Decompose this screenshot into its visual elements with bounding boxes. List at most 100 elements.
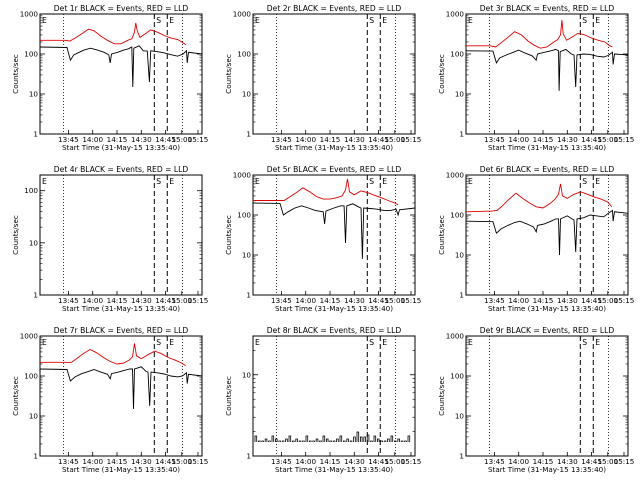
x-axis-label: Start Time (31-May-15 13:35:40) — [488, 465, 606, 474]
x-tick-label: 13:45 — [484, 135, 505, 144]
x-tick-label: 15:15 — [614, 296, 635, 305]
y-axis-label: Counts/sec — [224, 54, 233, 94]
lld-series-line — [40, 343, 187, 367]
x-tick-label: 14:30 — [131, 296, 152, 305]
plot-frame — [39, 13, 203, 135]
y-tick-label: 1 — [459, 452, 464, 461]
y-tick-label: 10 — [29, 90, 39, 99]
x-tick-label: 14:30 — [344, 457, 365, 466]
x-tick-label: 14:00 — [508, 135, 529, 144]
events-series-line — [39, 45, 203, 88]
x-tick-label: 14:30 — [344, 135, 365, 144]
x-tick-label: 14:45 — [581, 296, 602, 305]
x-tick-label: 14:00 — [295, 135, 316, 144]
y-tick-label: 10 — [242, 251, 252, 260]
x-tick-label: 13:45 — [58, 457, 79, 466]
x-tick-label: 15:15 — [188, 296, 209, 305]
x-axis-label: Start Time (31-May-15 13:35:40) — [488, 143, 606, 152]
x-tick-label: 14:45 — [581, 135, 602, 144]
y-tick-label: 1 — [246, 452, 251, 461]
x-tick-label: 14:15 — [320, 457, 341, 466]
x-tick-label: 14:15 — [320, 135, 341, 144]
x-tick-label: 14:45 — [155, 296, 176, 305]
x-tick-label: 15:00 — [171, 296, 192, 305]
x-tick-label: 14:15 — [533, 135, 554, 144]
events-series-line — [252, 202, 416, 259]
x-axis-label: Start Time (31-May-15 13:35:40) — [62, 304, 180, 313]
y-tick-label: 100 — [237, 211, 251, 220]
marker-label-e: E — [169, 16, 174, 25]
panel-title: Det 8r BLACK = Events, RED = LLD — [267, 326, 402, 335]
lld-series-line — [465, 183, 613, 213]
x-tick-label: 14:15 — [107, 135, 128, 144]
marker-label-e-start: E — [255, 16, 260, 25]
y-tick-label: 100 — [450, 372, 464, 381]
x-tick-label: 14:00 — [82, 296, 103, 305]
x-tick-label: 15:15 — [188, 135, 209, 144]
marker-label-e: E — [382, 338, 387, 347]
detector-panel-9: Det 9r BLACK = Events, RED = LLD 1 10 100 10… — [437, 326, 634, 474]
y-tick-label: 1000 — [233, 10, 252, 19]
panel-title: Det 2r BLACK = Events, RED = LLD — [267, 4, 402, 13]
marker-label-e-start: E — [42, 16, 47, 25]
x-tick-label: 13:45 — [484, 457, 505, 466]
events-series-line — [465, 209, 629, 256]
x-tick-label: 13:45 — [58, 135, 79, 144]
panel-title: Det 5r BLACK = Events, RED = LLD — [267, 165, 402, 174]
x-tick-label: 13:45 — [271, 296, 292, 305]
marker-label-s: S — [156, 338, 161, 347]
x-tick-label: 14:30 — [131, 135, 152, 144]
y-tick-label: 1 — [459, 291, 464, 300]
marker-label-e-start: E — [42, 177, 47, 186]
panel-title: Det 3r BLACK = Events, RED = LLD — [480, 4, 615, 13]
y-tick-label: 10 — [242, 90, 252, 99]
x-axis-label: Start Time (31-May-15 13:35:40) — [62, 465, 180, 474]
y-axis-label: Counts/sec — [224, 376, 233, 416]
y-tick-label: 1 — [246, 130, 251, 139]
x-tick-label: 15:00 — [384, 135, 405, 144]
x-tick-label: 14:30 — [557, 457, 578, 466]
x-tick-label: 14:15 — [107, 457, 128, 466]
x-tick-label: 14:45 — [581, 457, 602, 466]
detector-panel-4: Det 4r BLACK = Events, RED = LLD 1 10 100 Co… — [11, 165, 208, 313]
marker-label-s: S — [369, 338, 374, 347]
x-tick-label: 14:00 — [295, 457, 316, 466]
panel-title: Det 1r BLACK = Events, RED = LLD — [54, 4, 189, 13]
x-tick-label: 13:45 — [484, 296, 505, 305]
x-tick-label: 14:30 — [557, 135, 578, 144]
y-tick-label: 100 — [237, 50, 251, 59]
x-tick-label: 15:00 — [171, 135, 192, 144]
marker-label-e: E — [595, 338, 600, 347]
detector-panel-7: Det 7r BLACK = Events, RED = LLD 1 10 100 10… — [11, 326, 208, 474]
marker-label-e-start: E — [468, 177, 473, 186]
lld-series-line — [253, 178, 399, 206]
plot-frame — [252, 13, 416, 135]
x-tick-label: 15:15 — [401, 457, 422, 466]
x-tick-label: 15:00 — [171, 457, 192, 466]
marker-label-e: E — [382, 16, 387, 25]
y-tick-label: 1000 — [446, 332, 465, 341]
x-tick-label: 14:45 — [155, 135, 176, 144]
x-tick-label: 15:00 — [597, 135, 618, 144]
x-tick-label: 14:00 — [82, 135, 103, 144]
plot-frame — [252, 174, 416, 296]
marker-label-s: S — [582, 16, 587, 25]
lld-series-line — [466, 20, 613, 49]
y-tick-label: 10 — [455, 90, 465, 99]
marker-label-e: E — [595, 177, 600, 186]
x-tick-label: 13:45 — [271, 457, 292, 466]
x-tick-label: 14:45 — [155, 457, 176, 466]
marker-label-s: S — [369, 16, 374, 25]
marker-label-e-start: E — [42, 338, 47, 347]
y-tick-label: 10 — [29, 412, 39, 421]
x-tick-label: 14:00 — [82, 457, 103, 466]
x-tick-label: 15:15 — [614, 457, 635, 466]
marker-label-e: E — [595, 16, 600, 25]
plot-frame — [465, 335, 629, 457]
panel-title: Det 9r BLACK = Events, RED = LLD — [480, 326, 615, 335]
lld-series-line — [40, 22, 187, 46]
y-tick-label: 10 — [455, 251, 465, 260]
detector-panel-6: Det 6r BLACK = Events, RED = LLD 1 10 100 10… — [437, 165, 634, 313]
x-tick-label: 15:00 — [384, 457, 405, 466]
x-tick-label: 14:15 — [320, 296, 341, 305]
